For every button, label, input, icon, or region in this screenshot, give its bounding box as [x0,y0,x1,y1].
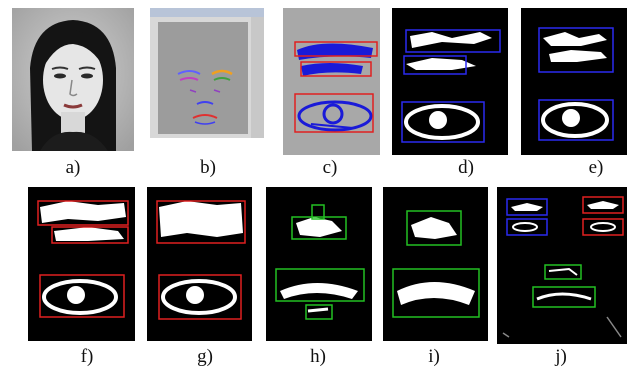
panel-h-binary-green-boxes [266,187,372,341]
caption-b: b) [200,157,216,178]
caption-a: a) [65,157,81,178]
caption-j: j) [555,346,567,367]
binary-red-boxes-image [147,187,252,341]
binary-blue-boxes-image [521,8,627,155]
binary-blue-boxes-image [392,8,508,155]
eye-boxes-gray-image [283,8,380,155]
caption-c: c) [322,157,338,178]
binary-red-boxes-image [28,187,135,341]
caption-f: f) [80,346,94,367]
face-all-boxes-image [497,187,627,344]
panel-i-binary-green-boxes [383,187,488,341]
panel-g-binary-red-boxes [147,187,252,341]
binary-green-boxes-image [266,187,372,341]
feature-window-image [150,8,264,138]
caption-e: e) [588,157,604,178]
panel-b-feature-window [150,8,264,138]
caption-d: d) [458,157,474,178]
caption-g: g) [197,346,213,367]
panel-c-eye-boxes-gray [283,8,380,155]
caption-i: i) [428,346,440,367]
caption-h: h) [310,346,326,367]
panel-j-face-all-boxes [497,187,627,344]
binary-green-boxes-image [383,187,488,341]
panel-e-binary-blue-boxes [521,8,627,155]
panel-d-binary-blue-boxes [392,8,508,155]
panel-f-binary-red-boxes [28,187,135,341]
face-photo-image [12,8,134,151]
panel-a-face-photo [12,8,134,151]
